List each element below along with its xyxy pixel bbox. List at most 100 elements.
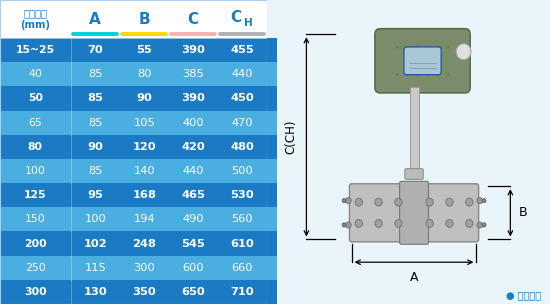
Text: 55: 55 — [136, 45, 152, 55]
Text: 100: 100 — [84, 214, 106, 224]
Text: 600: 600 — [183, 263, 204, 273]
Text: 560: 560 — [232, 214, 253, 224]
Bar — [0, 159, 267, 183]
Circle shape — [426, 198, 433, 206]
Text: 390: 390 — [182, 45, 205, 55]
Text: 300: 300 — [24, 287, 47, 297]
Text: 95: 95 — [87, 190, 103, 200]
Text: B: B — [139, 12, 150, 26]
Text: 420: 420 — [182, 142, 205, 152]
Bar — [0, 111, 267, 135]
Circle shape — [482, 223, 486, 227]
Text: 80: 80 — [137, 69, 151, 79]
Text: 85: 85 — [87, 93, 103, 103]
Text: 610: 610 — [230, 239, 254, 249]
Bar — [267, 135, 277, 159]
Text: C: C — [230, 10, 241, 25]
Text: 440: 440 — [232, 69, 253, 79]
Text: 440: 440 — [183, 166, 204, 176]
Text: 400: 400 — [183, 118, 204, 128]
Circle shape — [477, 222, 482, 228]
Bar — [267, 183, 277, 207]
Text: H: H — [244, 18, 252, 28]
Bar — [267, 207, 277, 231]
Text: 50: 50 — [28, 93, 43, 103]
Text: 480: 480 — [230, 142, 254, 152]
Circle shape — [406, 46, 409, 49]
FancyBboxPatch shape — [404, 47, 441, 74]
Circle shape — [395, 198, 402, 206]
Text: 80: 80 — [28, 142, 43, 152]
Bar — [267, 231, 277, 256]
Circle shape — [446, 219, 453, 227]
Text: 500: 500 — [232, 166, 253, 176]
Text: A: A — [89, 12, 101, 26]
Circle shape — [375, 219, 382, 227]
Bar — [0, 207, 267, 231]
Text: 248: 248 — [132, 239, 156, 249]
Text: 15~25: 15~25 — [16, 45, 55, 55]
Circle shape — [477, 198, 482, 204]
Text: 250: 250 — [25, 263, 46, 273]
Text: 90: 90 — [136, 93, 152, 103]
Bar — [0, 280, 267, 304]
FancyBboxPatch shape — [349, 184, 478, 242]
Text: 125: 125 — [24, 190, 47, 200]
Text: 650: 650 — [182, 287, 205, 297]
Bar — [267, 38, 277, 62]
Circle shape — [355, 198, 362, 206]
Text: 350: 350 — [133, 287, 156, 297]
Text: B: B — [519, 206, 527, 219]
Text: C(CH): C(CH) — [284, 119, 298, 154]
Circle shape — [447, 46, 449, 49]
Text: 40: 40 — [29, 69, 42, 79]
Text: 490: 490 — [183, 214, 204, 224]
Circle shape — [395, 46, 398, 49]
Circle shape — [342, 223, 346, 227]
Bar — [267, 159, 277, 183]
Text: 70: 70 — [87, 45, 103, 55]
Text: 385: 385 — [183, 69, 204, 79]
Circle shape — [416, 73, 419, 76]
Circle shape — [355, 219, 362, 227]
Circle shape — [456, 44, 471, 60]
Bar — [267, 62, 277, 86]
Bar — [267, 256, 277, 280]
Text: 85: 85 — [88, 118, 102, 128]
FancyBboxPatch shape — [405, 169, 424, 179]
Text: 65: 65 — [29, 118, 42, 128]
Text: C: C — [188, 12, 199, 26]
Text: 168: 168 — [132, 190, 156, 200]
FancyBboxPatch shape — [400, 181, 428, 244]
Bar — [0, 0, 267, 38]
Text: ● 常规仪表: ● 常规仪表 — [507, 291, 542, 300]
Circle shape — [436, 46, 439, 49]
Bar — [410, 88, 419, 170]
Bar — [0, 256, 267, 280]
Circle shape — [466, 198, 473, 206]
Text: 530: 530 — [230, 190, 254, 200]
Circle shape — [416, 46, 419, 49]
Circle shape — [446, 198, 453, 206]
Text: 450: 450 — [230, 93, 254, 103]
Circle shape — [426, 46, 429, 49]
Text: 710: 710 — [230, 287, 254, 297]
Circle shape — [406, 73, 409, 76]
Text: 150: 150 — [25, 214, 46, 224]
Circle shape — [482, 199, 486, 203]
Text: 300: 300 — [133, 263, 155, 273]
Text: 85: 85 — [88, 69, 102, 79]
Circle shape — [466, 219, 473, 227]
Circle shape — [345, 222, 351, 228]
Text: 194: 194 — [134, 214, 155, 224]
Circle shape — [395, 73, 398, 76]
Bar — [0, 86, 267, 111]
Text: 200: 200 — [24, 239, 47, 249]
Bar — [0, 183, 267, 207]
Text: 470: 470 — [232, 118, 253, 128]
Text: 455: 455 — [230, 45, 254, 55]
Text: 115: 115 — [84, 263, 106, 273]
Text: 120: 120 — [133, 142, 156, 152]
Circle shape — [345, 198, 351, 204]
Text: 660: 660 — [232, 263, 253, 273]
